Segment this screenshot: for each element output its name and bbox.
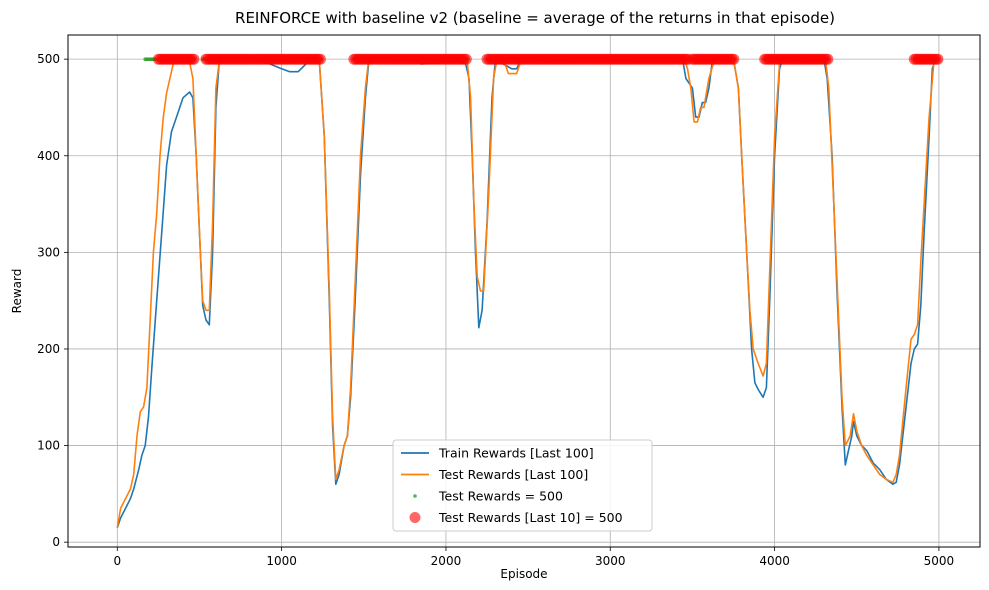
x-tick-label: 3000	[595, 554, 626, 568]
x-axis-ticks: 0 1000 2000 3000 4000 5000	[113, 547, 954, 568]
chart-title: REINFORCE with baseline v2 (baseline = a…	[235, 9, 835, 27]
red-point	[314, 53, 326, 65]
legend-swatch	[409, 512, 421, 523]
y-axis-label: Reward	[10, 269, 24, 314]
y-tick-label: 0	[52, 535, 60, 549]
red-point	[932, 53, 944, 65]
x-tick-label: 4000	[759, 554, 790, 568]
y-tick-label: 200	[37, 342, 60, 356]
legend: Train Rewards [Last 100] Test Rewards [La…	[392, 439, 653, 532]
y-tick-label: 100	[37, 439, 60, 453]
red-point	[460, 53, 472, 65]
legend-label: Test Rewards = 500	[438, 489, 563, 504]
x-axis-label: Episode	[500, 567, 547, 581]
test-rewards-last-10-500-points	[152, 53, 944, 65]
x-tick-label: 5000	[924, 554, 955, 568]
x-tick-label: 0	[113, 554, 121, 568]
legend-swatch	[413, 494, 417, 498]
legend-box	[392, 439, 653, 532]
x-tick-label: 2000	[431, 554, 462, 568]
red-point	[188, 53, 200, 65]
y-axis-ticks: 0 100 200 300 400 500	[37, 52, 68, 549]
y-tick-label: 500	[37, 52, 60, 66]
red-point	[822, 53, 834, 65]
red-point	[728, 53, 740, 65]
legend-label: Test Rewards [Last 100]	[438, 467, 588, 482]
legend-label: Train Rewards [Last 100]	[438, 446, 594, 461]
axes-frame	[67, 34, 981, 548]
y-tick-label: 300	[37, 245, 60, 259]
y-tick-label: 400	[37, 149, 60, 163]
x-tick-label: 1000	[266, 554, 297, 568]
legend-label: Test Rewards [Last 10] = 500	[438, 510, 623, 525]
plot-area	[116, 53, 944, 528]
